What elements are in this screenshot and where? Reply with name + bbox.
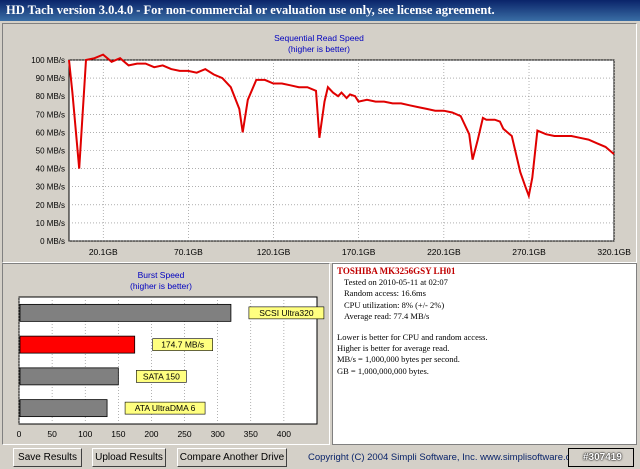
burst-speed-chart: Burst Speed (higher is better) SCSI Ultr… [17,270,325,439]
seq-y-tick-label: 90 MB/s [36,74,65,83]
average-read: Average read: 77.4 MB/s [344,310,430,321]
sequential-read-chart: Sequential Read Speed (higher is better)… [31,33,631,257]
burst-chart-subtitle: (higher is better) [130,281,192,291]
cpu-utilization: CPU utilization: 8% (+/- 2%) [344,299,445,310]
seq-y-tick-label: 40 MB/s [36,165,65,174]
seq-y-tick-label: 0 MB/s [40,237,65,246]
burst-chart-title: Burst Speed [138,270,185,280]
sequential-read-panel: Sequential Read Speed (higher is better)… [2,23,637,263]
seq-x-tick-label: 70.1GB [174,247,203,257]
random-access: Random access: 16.6ms [344,288,426,299]
seq-y-tick-label: 80 MB/s [36,92,65,101]
save-results-button[interactable]: Save Results [13,448,82,467]
seq-y-tick-label: 20 MB/s [36,201,65,210]
note-lower-better: Lower is better for CPU and random acces… [337,332,488,343]
burst-speed-panel: Burst Speed (higher is better) SCSI Ultr… [2,263,330,445]
burst-x-tick-label: 0 [17,429,22,439]
burst-x-tick-label: 100 [78,429,92,439]
burst-bar-label-box [124,401,206,415]
seq-y-tick-label: 10 MB/s [36,219,65,228]
burst-bar-label-box [152,338,213,351]
seq-x-tick-label: 320.1GB [597,247,631,257]
burst-bar [19,367,119,386]
watermark: #307419 [583,452,622,463]
burst-x-tick-label: 350 [244,429,258,439]
burst-bar [19,399,108,418]
drive-info: TOSHIBA MK3256GSY LH01 Tested on 2010-05… [337,266,488,377]
seq-x-tick-label: 270.1GB [512,247,546,257]
seq-y-tick-label: 100 MB/s [31,56,65,65]
drive-info-panel: TOSHIBA MK3256GSY LH01 Tested on 2010-05… [332,263,637,445]
burst-x-tick-label: 200 [144,429,158,439]
seq-x-tick-label: 220.1GB [427,247,461,257]
seq-x-tick-label: 170.1GB [342,247,376,257]
seq-y-tick-label: 30 MB/s [36,183,65,192]
burst-bar-label-box [136,370,187,383]
burst-x-tick-label: 400 [277,429,291,439]
seq-x-tick-label: 20.1GB [89,247,118,257]
burst-bar-label: 174.7 MB/s [161,340,204,350]
note-higher-better: Higher is better for average read. [337,343,450,354]
read-speed-line [68,53,615,200]
seq-x-tick-label: 120.1GB [257,247,291,257]
burst-bar [19,303,232,322]
title-bar: HD Tach version 3.0.4.0 - For non-commer… [0,0,640,21]
burst-bar-label: SATA 150 [143,371,180,381]
burst-x-tick-label: 150 [111,429,125,439]
seq-y-tick-label: 60 MB/s [36,128,65,137]
quit-button[interactable] [568,448,634,467]
seq-y-tick-label: 50 MB/s [36,147,65,156]
burst-bar-label: SCSI Ultra320 [259,308,314,318]
upload-results-button[interactable]: Upload Results [92,448,166,467]
seq-y-tick-label: 70 MB/s [36,110,65,119]
burst-x-tick-label: 50 [47,429,57,439]
burst-bar [19,335,136,354]
burst-bar-label-box [248,306,325,320]
burst-x-tick-label: 250 [177,429,191,439]
drive-name: TOSHIBA MK3256GSY LH01 [337,266,456,276]
note-gb-definition: GB = 1,000,000,000 bytes. [337,365,429,376]
note-mbs-definition: MB/s = 1,000,000 bytes per second. [337,354,460,365]
tested-on: Tested on 2010-05-11 at 02:07 [344,277,448,288]
burst-x-tick-label: 300 [211,429,225,439]
seq-chart-title: Sequential Read Speed [274,33,364,43]
copyright-text: Copyright (C) 2004 Simpli Software, Inc.… [308,452,584,463]
seq-chart-subtitle: (higher is better) [288,44,350,54]
compare-drive-button[interactable]: Compare Another Drive [177,448,287,467]
burst-bar-label: ATA UltraDMA 6 [135,403,196,413]
